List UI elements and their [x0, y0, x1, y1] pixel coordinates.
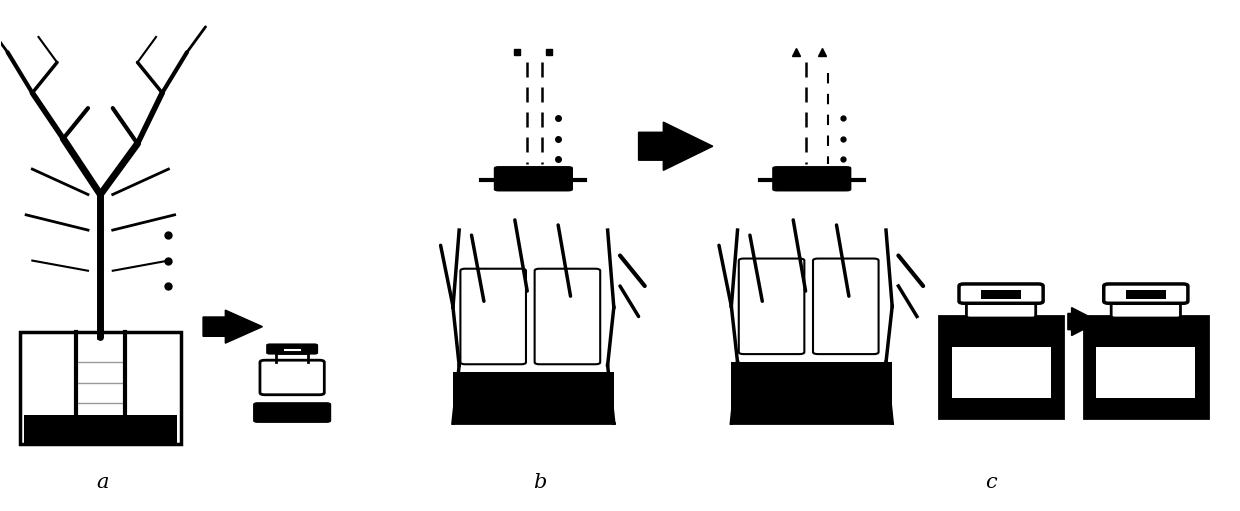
FancyBboxPatch shape: [951, 347, 1050, 398]
FancyBboxPatch shape: [534, 269, 600, 364]
Text: c: c: [986, 473, 997, 492]
FancyBboxPatch shape: [494, 166, 573, 192]
Bar: [981, 290, 1021, 299]
FancyBboxPatch shape: [773, 166, 852, 192]
FancyBboxPatch shape: [813, 259, 879, 354]
FancyArrow shape: [1068, 308, 1099, 336]
FancyBboxPatch shape: [1084, 316, 1208, 418]
FancyBboxPatch shape: [1104, 284, 1188, 303]
FancyBboxPatch shape: [939, 316, 1063, 418]
Text: b: b: [533, 473, 547, 492]
FancyBboxPatch shape: [460, 269, 526, 364]
Bar: [24, 414, 177, 443]
FancyBboxPatch shape: [260, 360, 325, 395]
Bar: [732, 362, 893, 423]
Bar: [453, 373, 614, 423]
Bar: [20, 332, 181, 444]
FancyBboxPatch shape: [254, 403, 331, 422]
FancyBboxPatch shape: [1096, 347, 1195, 398]
Bar: [1126, 290, 1166, 299]
FancyArrow shape: [203, 310, 263, 343]
FancyBboxPatch shape: [959, 284, 1043, 303]
FancyBboxPatch shape: [966, 300, 1035, 318]
FancyBboxPatch shape: [267, 343, 319, 355]
FancyArrow shape: [639, 122, 713, 170]
FancyBboxPatch shape: [739, 259, 805, 354]
Text: a: a: [97, 473, 109, 492]
FancyBboxPatch shape: [1111, 300, 1180, 318]
